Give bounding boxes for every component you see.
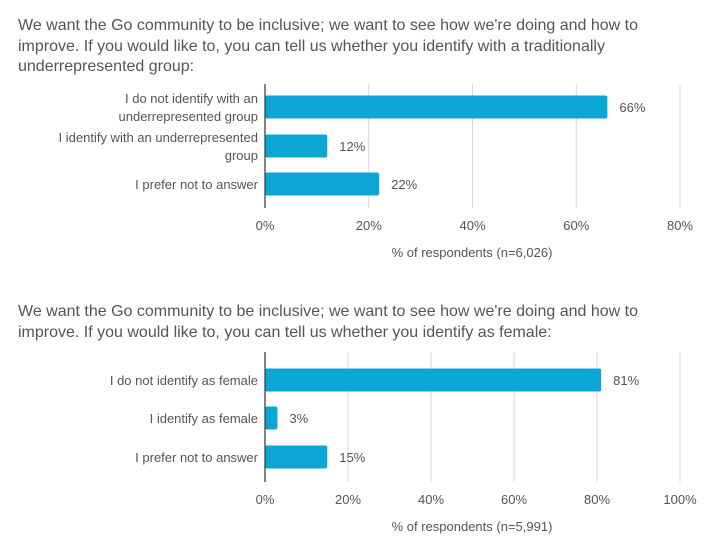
chart-identify-female: We want the Go community to be inclusive… bbox=[0, 290, 706, 545]
data-label: 12% bbox=[339, 139, 365, 154]
data-label: 3% bbox=[289, 411, 308, 426]
category-label: I do not identify as female bbox=[110, 373, 258, 388]
data-label: 15% bbox=[339, 450, 365, 465]
category-label: I prefer not to answer bbox=[135, 450, 259, 465]
tick-label: 60% bbox=[501, 492, 527, 507]
tick-label: 0% bbox=[256, 218, 275, 233]
data-label: 22% bbox=[391, 177, 417, 192]
bar bbox=[265, 172, 380, 196]
tick-label: 0% bbox=[256, 492, 275, 507]
bar-chart-plot: 66% I do not identify with an underreprese… bbox=[59, 84, 693, 260]
tick-label: 40% bbox=[459, 218, 485, 233]
data-label: 81% bbox=[613, 373, 639, 388]
category-label: I identify as female bbox=[150, 411, 258, 426]
tick-label: 20% bbox=[335, 492, 361, 507]
category-label: group bbox=[225, 148, 258, 163]
tick-label: 80% bbox=[667, 218, 693, 233]
category-label: I do not identify with an bbox=[125, 91, 258, 106]
x-axis-label: % of respondents (n=6,026) bbox=[392, 245, 553, 260]
bar bbox=[265, 95, 608, 119]
tick-label: 20% bbox=[356, 218, 382, 233]
category-label: I identify with an underrepresented bbox=[59, 130, 258, 145]
chart-title: We want the Go community to be inclusive… bbox=[18, 17, 638, 75]
x-axis-label: % of respondents (n=5,991) bbox=[392, 519, 553, 534]
bar-chart-plot: 81% I do not identify as female 3% I identi… bbox=[110, 352, 697, 534]
bar bbox=[265, 445, 328, 469]
tick-label: 60% bbox=[563, 218, 589, 233]
tick-label: 40% bbox=[418, 492, 444, 507]
tick-label: 80% bbox=[584, 492, 610, 507]
bar bbox=[265, 368, 602, 392]
chart-identify-underrepresented: We want the Go community to be inclusive… bbox=[18, 17, 693, 260]
category-label: I prefer not to answer bbox=[135, 177, 259, 192]
category-label: underrepresented group bbox=[119, 109, 259, 124]
bar bbox=[265, 406, 278, 430]
data-label: 66% bbox=[619, 100, 645, 115]
bar bbox=[265, 134, 328, 158]
chart-title: We want the Go community to be inclusive… bbox=[18, 303, 638, 341]
tick-label: 100% bbox=[663, 492, 697, 507]
